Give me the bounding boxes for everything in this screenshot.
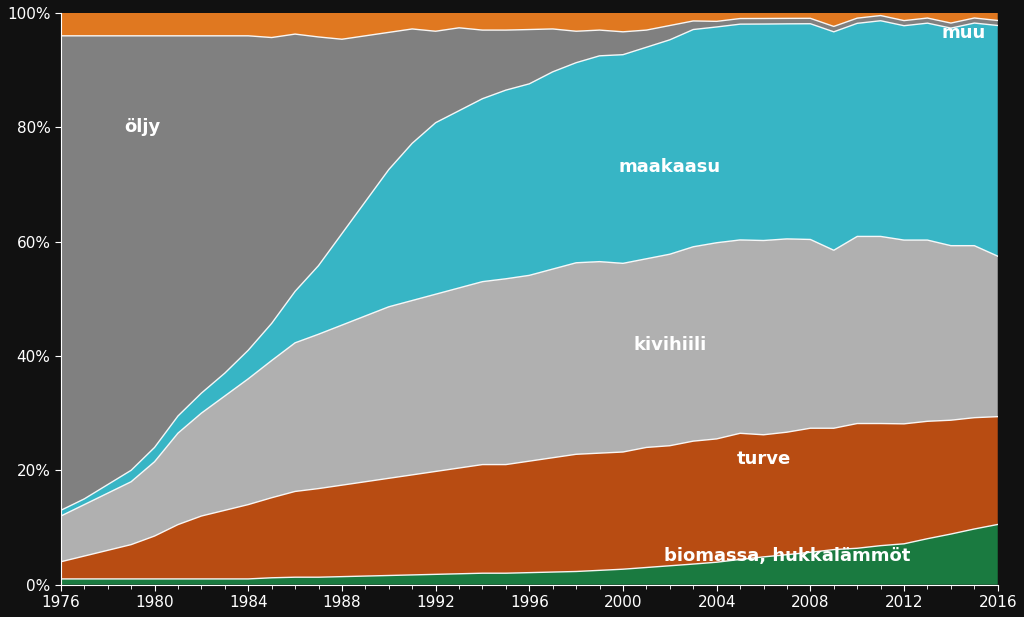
Text: muu: muu bbox=[942, 24, 986, 42]
Text: biomassa, hukkalämmöt: biomassa, hukkalämmöt bbox=[664, 547, 910, 565]
Text: kivihiili: kivihiili bbox=[633, 336, 707, 354]
Text: maakaasu: maakaasu bbox=[618, 159, 721, 176]
Text: turve: turve bbox=[736, 450, 791, 468]
Text: öljy: öljy bbox=[125, 118, 161, 136]
